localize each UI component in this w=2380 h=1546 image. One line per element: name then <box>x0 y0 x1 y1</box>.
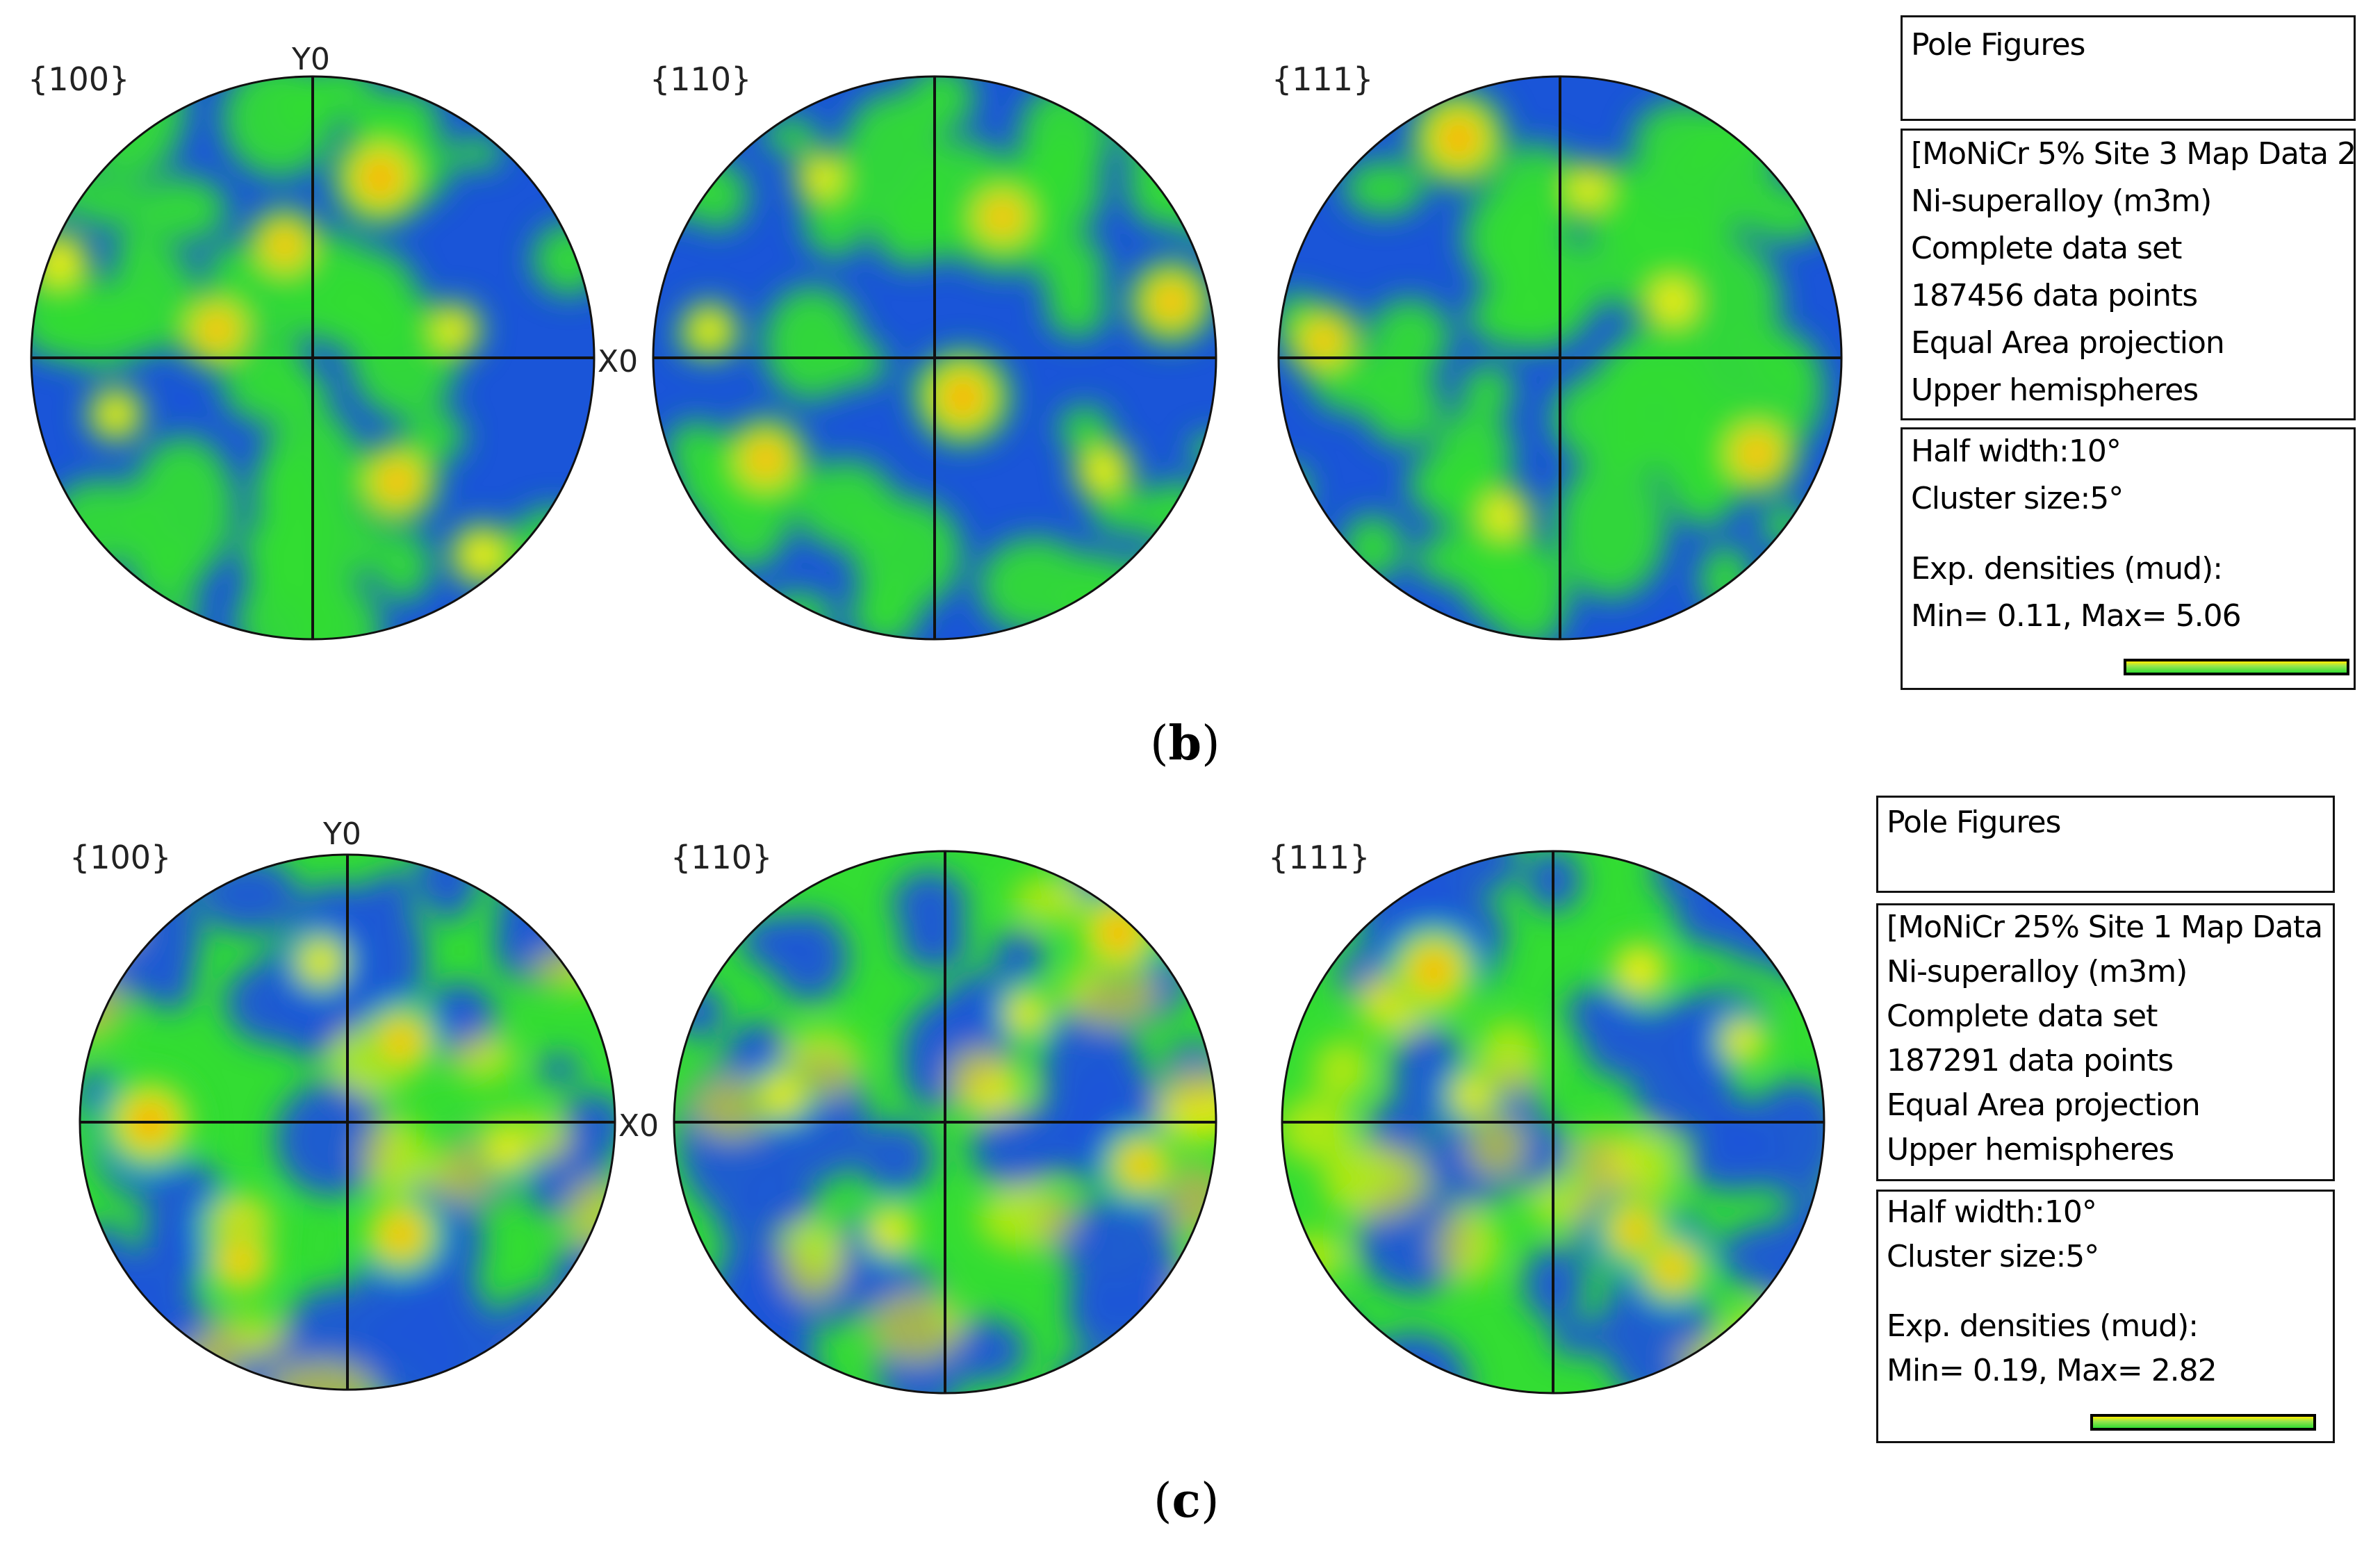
legend-info-line: [MoNiCr 5% Site 3 Map Data 2 <box>1911 136 2356 172</box>
legend-param-line: Min= 0.11, Max= 5.06 <box>1911 598 2242 634</box>
legend-param-line: Half width:10° <box>1887 1194 2097 1230</box>
legend-info-line: 187456 data points <box>1911 278 2198 313</box>
legend-info-line: Equal Area projection <box>1887 1087 2201 1123</box>
pole-family-label: {100} <box>28 60 129 98</box>
legend-title: Pole Figures <box>1911 27 2085 63</box>
legend-info-line: Ni-superalloy (m3m) <box>1911 183 2212 219</box>
density-color-bar <box>2124 659 2349 675</box>
legend-param-line: Min= 0.19, Max= 2.82 <box>1887 1353 2217 1388</box>
legend-params-box-b: Half width:10° Cluster size:5° Exp. dens… <box>1901 427 2356 690</box>
y0-axis-label: Y0 <box>291 42 330 77</box>
pole-family-label: {110} <box>671 839 772 876</box>
pole-family-label: {111} <box>1268 839 1370 876</box>
pole-family-label: {111} <box>1272 60 1373 98</box>
legend-title-box-b: Pole Figures <box>1901 15 2356 121</box>
legend-param-line: Exp. densities (mud): <box>1887 1308 2199 1344</box>
x0-axis-label: X0 <box>598 344 638 379</box>
pole-family-label: {100} <box>69 839 171 876</box>
density-color-bar <box>2090 1414 2316 1431</box>
legend-info-line: Complete data set <box>1887 998 2158 1034</box>
pole-figure <box>674 851 1216 1393</box>
panel-caption-b: (b) <box>1150 716 1220 771</box>
legend-param-line: Cluster size:5° <box>1887 1239 2099 1274</box>
legend-info-line: [MoNiCr 25% Site 1 Map Data <box>1887 910 2323 945</box>
y0-axis-label: Y0 <box>322 816 361 852</box>
legend-title-box-c: Pole Figures <box>1876 796 2335 893</box>
legend-params-box-c: Half width:10° Cluster size:5° Exp. dens… <box>1876 1190 2335 1443</box>
pole-figure <box>1279 76 1841 639</box>
legend-info-line: 187291 data points <box>1887 1043 2174 1078</box>
pole-family-label: {110} <box>650 60 751 98</box>
legend-info-line: Upper hemispheres <box>1887 1132 2174 1167</box>
legend-param-line: Cluster size:5° <box>1911 481 2124 516</box>
pole-figure <box>80 855 615 1390</box>
legend-info-line: Ni-superalloy (m3m) <box>1887 954 2188 989</box>
x0-axis-label: X0 <box>618 1108 659 1144</box>
legend-info-line: Equal Area projection <box>1911 325 2225 361</box>
legend-title: Pole Figures <box>1887 805 2061 840</box>
legend-info-box-b: [MoNiCr 5% Site 3 Map Data 2 Ni-superall… <box>1901 129 2356 420</box>
legend-info-box-c: [MoNiCr 25% Site 1 Map Data Ni-superallo… <box>1876 903 2335 1181</box>
panel-caption-c: (c) <box>1154 1473 1220 1529</box>
legend-info-line: Upper hemispheres <box>1911 372 2199 408</box>
legend-param-line: Half width:10° <box>1911 434 2122 469</box>
legend-info-line: Complete data set <box>1911 231 2182 266</box>
legend-param-line: Exp. densities (mud): <box>1911 551 2223 586</box>
